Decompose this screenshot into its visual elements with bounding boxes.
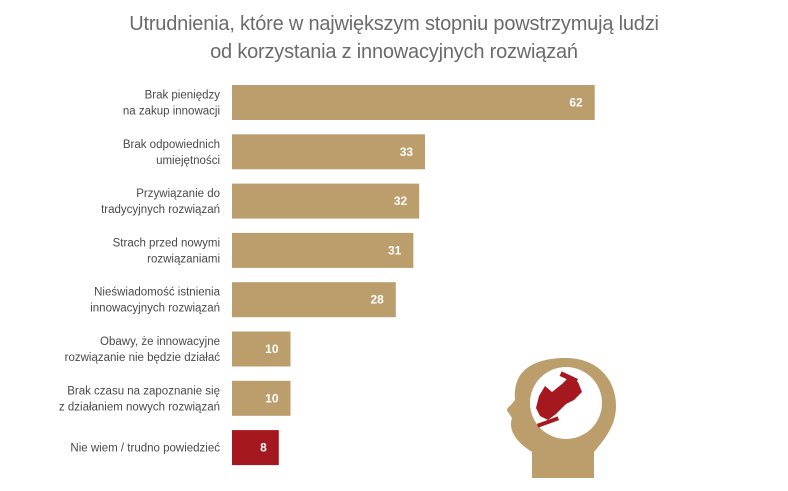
bar-value-label: 32 [394,194,408,208]
category-label: Brak pieniędzy [145,90,221,102]
category-label: z działaniem nowych rozwiązań [59,401,220,413]
bar [232,380,291,416]
bar-value-label: 62 [569,96,583,110]
category-label: Brak odpowiednich [123,139,220,151]
bar-value-label: 10 [265,391,279,405]
bar [232,85,595,120]
bar-value-label: 10 [265,342,279,356]
category-label: tradycyjnych rozwiązań [101,204,220,216]
bars-group: 62 Brak pieniędzy na zakup innowacji 33 Brak… [59,85,595,466]
bar [232,331,291,367]
category-label: Nie wiem / trudno powiedzieć [70,443,220,455]
bar [232,183,420,219]
bar [232,282,396,318]
bar [232,232,414,268]
bar-value-label: 28 [370,293,384,307]
bar [232,430,279,466]
bar-value-label: 33 [400,145,414,159]
category-label: rozwiązaniami [147,253,220,265]
head-with-foot-brake-icon [506,358,616,478]
chart-title-line-2: od korzystania z innowacyjnych rozwiązań [210,41,578,63]
category-label: Strach przed nowymi [113,237,220,249]
category-label: umiejętności [156,155,220,167]
category-label: Przywiązanie do [136,188,220,200]
category-label: Obawy, że innowacyjne [100,336,220,348]
category-label: na zakup innowacji [123,106,220,118]
bar-value-label: 31 [388,243,402,257]
bar [232,134,426,170]
chart-title-line-1: Utrudnienia, które w największym stopniu… [129,13,659,35]
category-label: rozwiązanie nie będzie działać [65,352,221,364]
bar-value-label: 8 [260,441,267,455]
category-label: innowacyjnych rozwiązań [90,303,220,315]
category-label: Brak czasu na zapoznanie się [67,385,220,397]
category-label: Nieświadomość istnienia [94,287,221,299]
